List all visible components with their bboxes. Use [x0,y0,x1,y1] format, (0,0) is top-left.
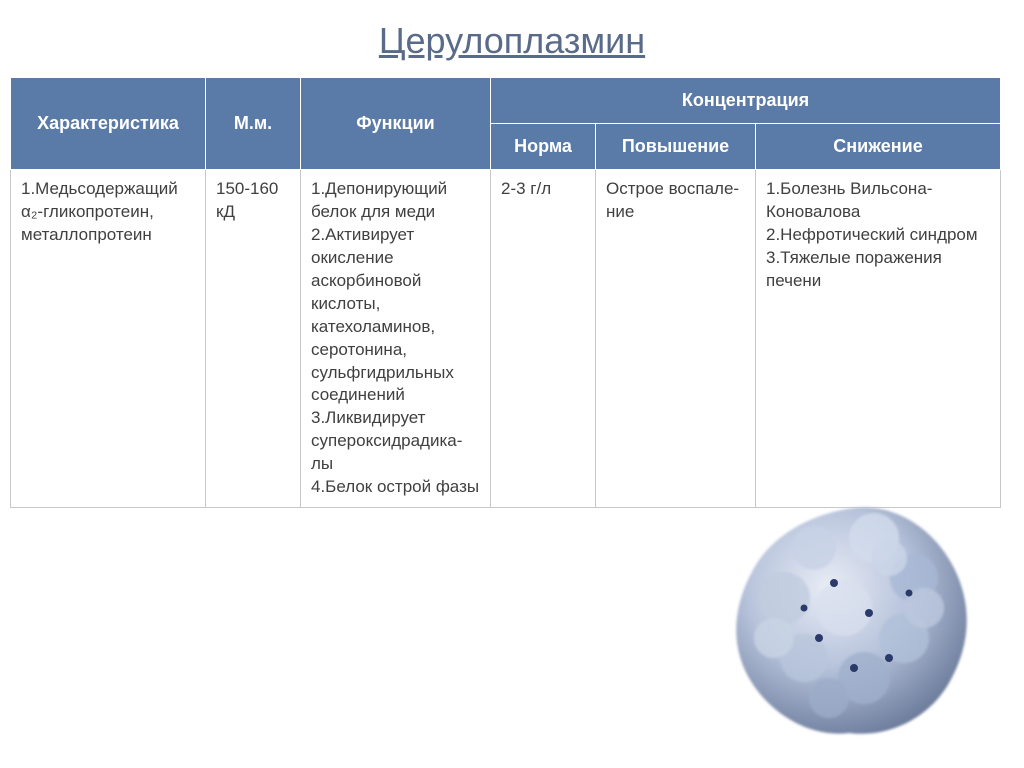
header-characteristic: Характеристика [11,78,206,170]
cell-functions: 1.Депонирующий белок для меди2.Активируе… [301,170,491,508]
cell-decrease: 1.Болезнь Вильсона-Коновалова2.Нефротиче… [756,170,1001,508]
header-functions: Функции [301,78,491,170]
page-title: Церулоплазмин [0,0,1024,77]
cell-mm: 150-160 кД [206,170,301,508]
protein-structure-image [714,488,994,748]
header-norm: Норма [491,124,596,170]
table-header-row-1: Характеристика М.м. Функции Концентрация [11,78,1001,124]
cell-norm: 2-3 г/л [491,170,596,508]
table-row: 1.Медьсодержащий α₂-гликопротеин, металл… [11,170,1001,508]
header-decrease: Снижение [756,124,1001,170]
header-increase: Повышение [596,124,756,170]
cell-increase: Острое воспале-ние [596,170,756,508]
cell-characteristic: 1.Медьсодержащий α₂-гликопротеин, металл… [11,170,206,508]
data-table: Характеристика М.м. Функции Концентрация… [10,77,1001,508]
header-concentration: Концентрация [491,78,1001,124]
header-mm: М.м. [206,78,301,170]
